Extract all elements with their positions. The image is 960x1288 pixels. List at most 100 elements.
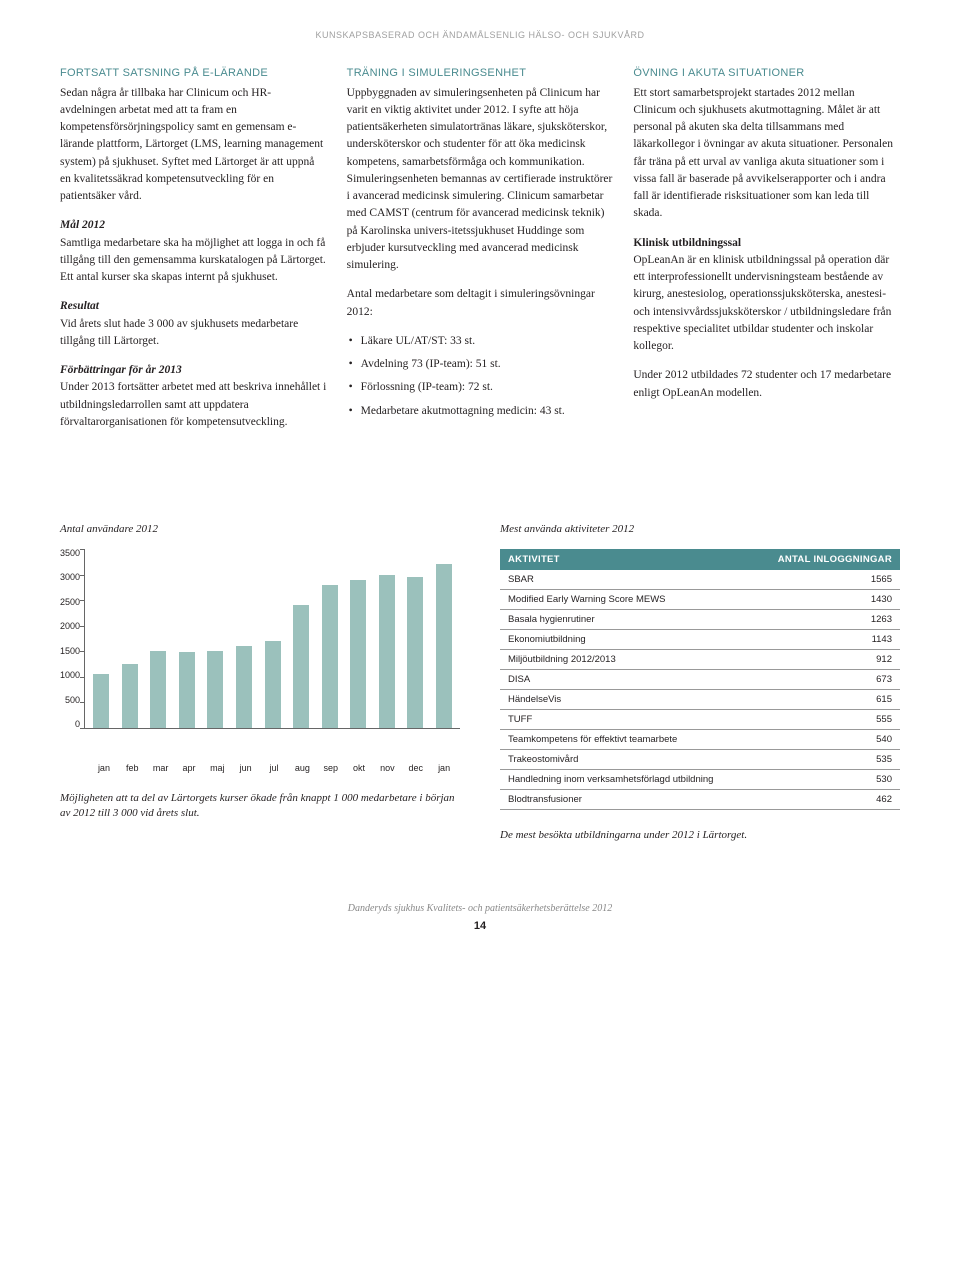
table-header-row: AKTIVITET ANTAL INLOGGNINGAR (500, 549, 900, 570)
y-tick-label: 3000 (60, 573, 80, 582)
col2-list: Läkare UL/AT/ST: 33 st. Avdelning 73 (IP… (347, 333, 614, 420)
table-row: Ekonomiutbildning1143 (500, 630, 900, 650)
cell-logins: 530 (752, 770, 900, 790)
cell-activity: Teamkompetens för effektivt teamarbete (500, 730, 752, 750)
y-tick (80, 651, 85, 652)
y-tick-label: 1500 (60, 647, 80, 656)
text-columns: FORTSATT SATSNING PÅ E-LÄRANDE Sedan någ… (60, 65, 900, 443)
x-tick-label: maj (209, 763, 225, 773)
col2-heading: TRÄNING I SIMULERINGSENHET (347, 65, 614, 82)
cell-activity: Modified Early Warning Score MEWS (500, 590, 752, 610)
cell-logins: 540 (752, 730, 900, 750)
col1-mal: Mål 2012 Samtliga medarbetare ska ha möjl… (60, 217, 327, 286)
bar (207, 651, 223, 728)
cell-activity: Handledning inom verksamhetsförlagd utbi… (500, 770, 752, 790)
col3-sub: Klinisk utbildningssalOpLeanAn är en kli… (633, 235, 900, 356)
cell-logins: 462 (752, 790, 900, 810)
cell-logins: 1565 (752, 570, 900, 590)
y-tick-label: 1000 (60, 671, 80, 680)
cell-logins: 535 (752, 750, 900, 770)
col1-res: ResultatVid årets slut hade 3 000 av sju… (60, 298, 327, 350)
mal-label: Mål 2012 (60, 219, 105, 231)
cell-activity: SBAR (500, 570, 752, 590)
column-3: ÖVNING I AKUTA SITUATIONER Ett stort sam… (633, 65, 900, 443)
bar (436, 564, 452, 728)
column-2: TRÄNING I SIMULERINGSENHET Uppbyggnaden … (347, 65, 614, 443)
footer-text: Danderyds sjukhus Kvalitets- och patient… (60, 903, 900, 914)
column-1: FORTSATT SATSNING PÅ E-LÄRANDE Sedan någ… (60, 65, 327, 443)
col1-heading: FORTSATT SATSNING PÅ E-LÄRANDE (60, 65, 327, 82)
bar-chart: 3500300025002000150010005000 (60, 549, 460, 759)
table-row: Handledning inom verksamhetsförlagd utbi… (500, 770, 900, 790)
cell-activity: Blodtransfusioner (500, 790, 752, 810)
bar (236, 646, 252, 728)
cell-activity: TUFF (500, 710, 752, 730)
col3-p1: Ett stort samarbetsprojekt startades 201… (633, 85, 900, 223)
table-title: Mest använda aktiviteter 2012 (500, 523, 900, 535)
cell-logins: 555 (752, 710, 900, 730)
chart-caption: Möjligheten att ta del av Lärtorgets kur… (60, 791, 460, 822)
table-row: DISA673 (500, 670, 900, 690)
res-text: Vid årets slut hade 3 000 av sjukhusets … (60, 318, 298, 347)
table-row: Miljöutbildning 2012/2013912 (500, 650, 900, 670)
y-tick-label: 2000 (60, 622, 80, 631)
bar (122, 664, 138, 728)
sub-label: Klinisk utbildningssal (633, 237, 741, 249)
for-text: Under 2013 fortsätter arbetet med att be… (60, 381, 326, 428)
cell-logins: 912 (752, 650, 900, 670)
activity-table: AKTIVITET ANTAL INLOGGNINGAR SBAR1565Mod… (500, 549, 900, 810)
col-logins: ANTAL INLOGGNINGAR (752, 549, 900, 570)
y-tick (80, 702, 85, 703)
bar (179, 652, 195, 728)
bar (322, 585, 338, 728)
y-tick (80, 575, 85, 576)
chart-section: Antal användare 2012 3500300025002000150… (60, 523, 460, 843)
x-tick-label: jan (436, 763, 452, 773)
x-tick-label: apr (181, 763, 197, 773)
y-tick-label: 500 (65, 696, 80, 705)
y-tick-label: 2500 (60, 598, 80, 607)
x-tick-label: okt (351, 763, 367, 773)
table-section: Mest använda aktiviteter 2012 AKTIVITET … (500, 523, 900, 843)
bar (93, 674, 109, 728)
col1-p1: Sedan några år tillbaka har Clinicum och… (60, 85, 327, 206)
x-tick-label: nov (379, 763, 395, 773)
list-item: Läkare UL/AT/ST: 33 st. (347, 333, 614, 350)
table-row: Teamkompetens för effektivt teamarbete54… (500, 730, 900, 750)
x-tick-label: dec (408, 763, 424, 773)
table-row: TUFF555 (500, 710, 900, 730)
y-tick (80, 600, 85, 601)
x-tick-label: feb (124, 763, 140, 773)
cell-logins: 1143 (752, 630, 900, 650)
page-header: KUNSKAPSBASERAD OCH ÄNDAMÅLSENLIG HÄLSO-… (60, 30, 900, 40)
bar (379, 575, 395, 728)
cell-activity: DISA (500, 670, 752, 690)
cell-logins: 1263 (752, 610, 900, 630)
bar (265, 641, 281, 728)
cell-activity: HändelseVis (500, 690, 752, 710)
x-tick-label: aug (294, 763, 310, 773)
y-tick (80, 549, 85, 550)
bar (350, 580, 366, 728)
x-tick-label: mar (153, 763, 169, 773)
cell-logins: 1430 (752, 590, 900, 610)
cell-logins: 615 (752, 690, 900, 710)
cell-activity: Basala hygienrutiner (500, 610, 752, 630)
cell-activity: Trakeostomivård (500, 750, 752, 770)
table-row: Blodtransfusioner462 (500, 790, 900, 810)
table-row: HändelseVis615 (500, 690, 900, 710)
x-tick-label: jan (96, 763, 112, 773)
y-tick-label: 3500 (60, 549, 80, 558)
list-item: Avdelning 73 (IP-team): 51 st. (347, 356, 614, 373)
y-tick (80, 677, 85, 678)
col3-heading: ÖVNING I AKUTA SITUATIONER (633, 65, 900, 82)
page-number: 14 (60, 920, 900, 932)
chart-plot (84, 549, 460, 729)
bar (150, 651, 166, 728)
bar (293, 605, 309, 728)
mal-text: Samtliga medarbetare ska ha möjlighet at… (60, 237, 326, 284)
col2-list-intro: Antal medarbetare som deltagit i simuler… (347, 286, 614, 321)
col3-p3: Under 2012 utbildades 72 studenter och 1… (633, 367, 900, 402)
col2-p1: Uppbyggnaden av simuleringsenheten på Cl… (347, 85, 614, 275)
col-activity: AKTIVITET (500, 549, 752, 570)
